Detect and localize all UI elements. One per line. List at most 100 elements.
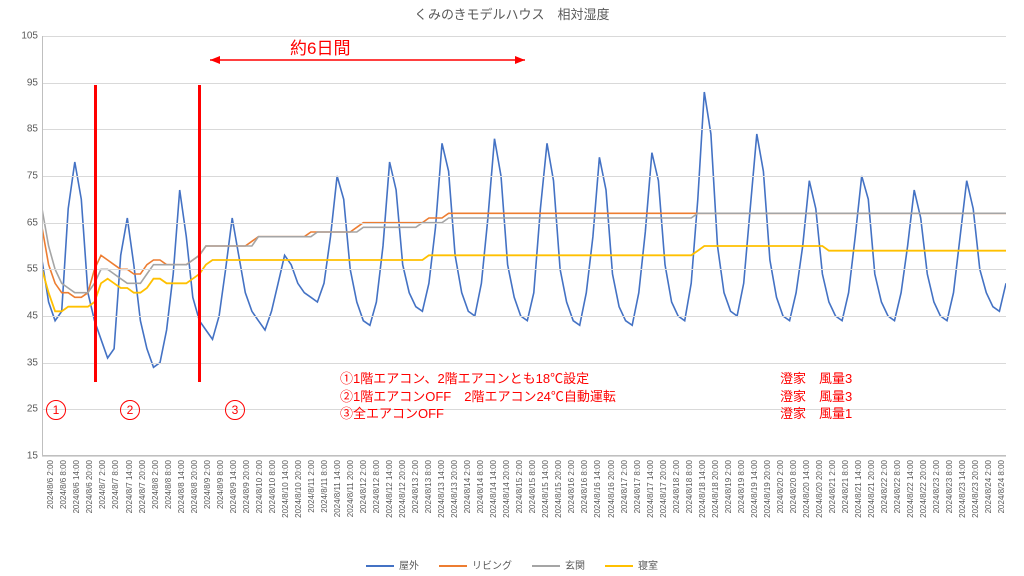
x-tick-label: 2024/8/21 2:00 xyxy=(828,460,837,513)
x-tick-label: 2024/8/13 8:00 xyxy=(424,460,433,513)
x-tick-label: 2024/8/20 8:00 xyxy=(789,460,798,513)
legend-swatch xyxy=(532,565,560,567)
y-tick-label: 45 xyxy=(12,311,38,322)
x-tick-label: 2024/8/21 14:00 xyxy=(854,460,863,518)
x-tick-label: 2024/8/15 8:00 xyxy=(528,460,537,513)
x-tick-label: 2024/8/14 20:00 xyxy=(502,460,511,518)
legend-label: 玄関 xyxy=(565,561,585,572)
x-tick-label: 2024/8/6 2:00 xyxy=(46,460,55,509)
x-tick-label: 2024/8/9 14:00 xyxy=(229,460,238,513)
phase-marker: 2 xyxy=(120,400,140,420)
x-tick-label: 2024/8/11 2:00 xyxy=(307,460,316,513)
y-tick-label: 85 xyxy=(12,124,38,135)
gridline xyxy=(42,456,1006,457)
x-tick-label: 2024/8/7 8:00 xyxy=(111,460,120,509)
x-tick-label: 2024/8/9 20:00 xyxy=(242,460,251,513)
legend-item: リビング xyxy=(439,557,512,572)
x-tick-label: 2024/8/23 8:00 xyxy=(945,460,954,513)
annotation-vline xyxy=(94,85,97,382)
x-tick-label: 2024/8/6 14:00 xyxy=(72,460,81,513)
phase-marker: 3 xyxy=(225,400,245,420)
x-tick-label: 2024/8/14 14:00 xyxy=(489,460,498,518)
x-tick-label: 2024/8/18 20:00 xyxy=(711,460,720,518)
legend-label: 屋外 xyxy=(399,561,419,572)
x-tick-label: 2024/8/18 14:00 xyxy=(698,460,707,518)
x-tick-label: 2024/8/11 14:00 xyxy=(333,460,342,517)
x-tick-label: 2024/8/17 14:00 xyxy=(646,460,655,518)
x-tick-label: 2024/8/7 2:00 xyxy=(98,460,107,509)
x-tick-label: 2024/8/16 20:00 xyxy=(607,460,616,518)
x-tick-label: 2024/8/14 2:00 xyxy=(463,460,472,513)
x-tick-label: 2024/8/16 8:00 xyxy=(580,460,589,513)
x-tick-label: 2024/8/18 8:00 xyxy=(685,460,694,513)
x-tick-label: 2024/8/16 14:00 xyxy=(593,460,602,518)
annotation-arrow xyxy=(42,0,1006,420)
x-tick-label: 2024/8/12 20:00 xyxy=(398,460,407,518)
x-tick-label: 2024/8/10 8:00 xyxy=(268,460,277,513)
x-tick-label: 2024/8/21 20:00 xyxy=(867,460,876,518)
x-tick-label: 2024/8/13 2:00 xyxy=(411,460,420,513)
x-tick-label: 2024/8/8 14:00 xyxy=(177,460,186,513)
legend-item: 玄関 xyxy=(532,557,585,572)
y-tick-label: 35 xyxy=(12,357,38,368)
legend-swatch xyxy=(605,565,633,567)
x-tick-label: 2024/8/19 8:00 xyxy=(737,460,746,513)
x-tick-label: 2024/8/23 20:00 xyxy=(971,460,980,518)
phase-marker: 1 xyxy=(46,400,66,420)
x-tick-label: 2024/8/20 14:00 xyxy=(802,460,811,518)
x-tick-label: 2024/8/10 14:00 xyxy=(281,460,290,518)
legend-swatch xyxy=(366,565,394,567)
x-tick-label: 2024/8/22 14:00 xyxy=(906,460,915,518)
x-tick-label: 2024/8/24 2:00 xyxy=(984,460,993,513)
x-tick-label: 2024/8/15 2:00 xyxy=(515,460,524,513)
x-tick-label: 2024/8/8 20:00 xyxy=(190,460,199,513)
x-tick-label: 2024/8/20 20:00 xyxy=(815,460,824,518)
x-tick-label: 2024/8/15 20:00 xyxy=(554,460,563,518)
x-tick-label: 2024/8/12 14:00 xyxy=(385,460,394,518)
x-tick-label: 2024/8/7 20:00 xyxy=(138,460,147,513)
x-tick-label: 2024/8/21 8:00 xyxy=(841,460,850,513)
x-tick-label: 2024/8/12 2:00 xyxy=(359,460,368,513)
y-tick-label: 105 xyxy=(12,31,38,42)
annotation-text-left: ①1階エアコン、2階エアコンとも18℃設定②1階エアコンOFF 2階エアコン24… xyxy=(340,370,616,423)
x-tick-label: 2024/8/13 20:00 xyxy=(450,460,459,518)
x-tick-label: 2024/8/20 2:00 xyxy=(776,460,785,513)
y-tick-label: 15 xyxy=(12,451,38,462)
annotation-vline xyxy=(198,85,201,382)
annotation-text-right: 澄家 風量3澄家 風量3澄家 風量1 xyxy=(780,370,852,423)
x-tick-label: 2024/8/9 2:00 xyxy=(203,460,212,509)
legend-label: リビング xyxy=(472,561,512,572)
legend-label: 寝室 xyxy=(638,561,658,572)
x-tick-label: 2024/8/12 8:00 xyxy=(372,460,381,513)
x-axis-line xyxy=(42,455,1006,456)
x-tick-label: 2024/8/17 2:00 xyxy=(620,460,629,513)
x-tick-label: 2024/8/10 2:00 xyxy=(255,460,264,513)
x-tick-label: 2024/8/16 2:00 xyxy=(567,460,576,513)
y-tick-label: 25 xyxy=(12,404,38,415)
x-tick-label: 2024/8/15 14:00 xyxy=(541,460,550,518)
x-tick-label: 2024/8/6 8:00 xyxy=(59,460,68,509)
legend-swatch xyxy=(439,565,467,567)
x-tick-label: 2024/8/8 2:00 xyxy=(151,460,160,509)
x-tick-label: 2024/8/6 20:00 xyxy=(85,460,94,513)
x-tick-label: 2024/8/19 2:00 xyxy=(724,460,733,513)
x-tick-label: 2024/8/9 8:00 xyxy=(216,460,225,509)
x-tick-label: 2024/8/23 2:00 xyxy=(932,460,941,513)
x-tick-label: 2024/8/10 20:00 xyxy=(294,460,303,518)
x-tick-label: 2024/8/11 20:00 xyxy=(346,460,355,517)
x-tick-label: 2024/8/19 20:00 xyxy=(763,460,772,518)
x-tick-label: 2024/8/14 8:00 xyxy=(476,460,485,513)
y-tick-label: 95 xyxy=(12,77,38,88)
x-tick-label: 2024/8/19 14:00 xyxy=(750,460,759,518)
x-tick-label: 2024/8/23 14:00 xyxy=(958,460,967,518)
x-tick-label: 2024/8/13 14:00 xyxy=(437,460,446,518)
legend: 屋外 リビング 玄関 寝室 xyxy=(0,557,1024,572)
x-tick-label: 2024/8/8 8:00 xyxy=(164,460,173,509)
y-tick-label: 65 xyxy=(12,217,38,228)
x-tick-label: 2024/8/11 8:00 xyxy=(320,460,329,513)
legend-item: 寝室 xyxy=(605,557,658,572)
x-tick-label: 2024/8/7 14:00 xyxy=(125,460,134,513)
x-tick-label: 2024/8/17 20:00 xyxy=(659,460,668,518)
chart-stage: くみのきモデルハウス 相対湿度 屋外リビング玄関寝室 1525354555657… xyxy=(0,0,1024,576)
x-tick-label: 2024/8/22 2:00 xyxy=(880,460,889,513)
